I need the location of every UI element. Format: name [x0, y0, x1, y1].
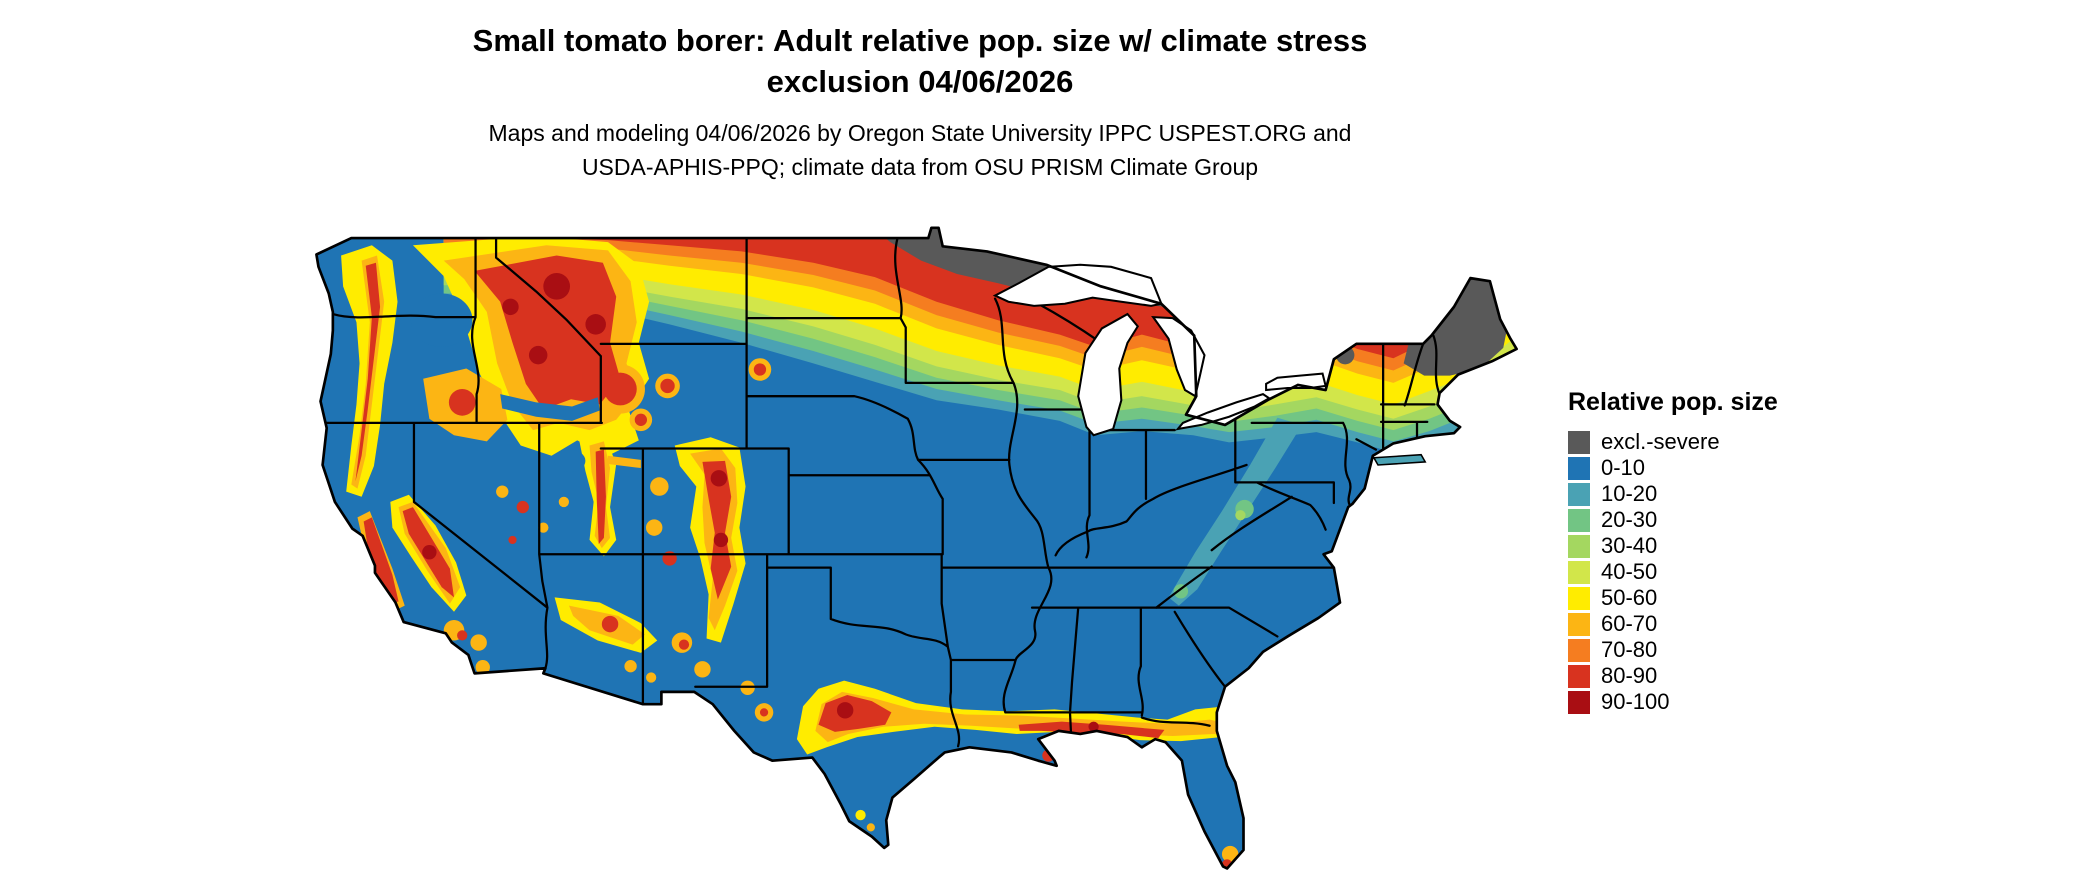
western-mountain-zones [341, 236, 774, 722]
long-island [1372, 453, 1427, 466]
legend-color-swatch [1568, 638, 1590, 662]
western-blue-basins [410, 293, 600, 473]
legend-item-label: 90-100 [1601, 689, 1670, 714]
lake-michigan [1077, 312, 1140, 437]
legend-item-7: 60-70 [1568, 611, 1868, 637]
legend-item-label: excl.-severe [1601, 429, 1720, 454]
legend-item-label: 60-70 [1601, 611, 1658, 636]
legend-title: Relative pop. size [1568, 388, 1778, 416]
legend-item-label: 10-20 [1601, 481, 1658, 506]
legend-item-0: excl.-severe [1568, 429, 1868, 455]
gulf-coast-band [796, 680, 1257, 869]
legend-item-label: 50-60 [1601, 585, 1658, 610]
legend-item-1: 0-10 [1568, 455, 1868, 481]
legend-item-2: 10-20 [1568, 481, 1868, 507]
legend-color-swatch [1568, 586, 1590, 610]
us-map-svg [315, 226, 1518, 870]
map-subtitle-line1: Maps and modeling 04/06/2026 by Oregon S… [488, 120, 1352, 146]
map-header: Small tomato borer: Adult relative pop. … [0, 20, 1840, 184]
legend-item-6: 50-60 [1568, 585, 1868, 611]
map-title-line2: exclusion 04/06/2026 [766, 64, 1074, 99]
legend-color-swatch [1568, 456, 1590, 480]
us-map [300, 198, 1532, 888]
map-title: Small tomato borer: Adult relative pop. … [0, 20, 1840, 102]
legend: Relative pop. size excl.-severe 0-10 10-20… [1568, 388, 1868, 715]
legend-color-swatch [1568, 664, 1590, 688]
legend-item-3: 20-30 [1568, 507, 1868, 533]
legend-item-9: 80-90 [1568, 663, 1868, 689]
state-borders [319, 236, 1441, 748]
legend-item-label: 40-50 [1601, 559, 1658, 584]
legend-item-label: 0-10 [1601, 455, 1646, 480]
legend-color-swatch [1568, 482, 1590, 506]
legend-item-5: 40-50 [1568, 559, 1868, 585]
legend-color-swatch [1568, 612, 1590, 636]
legend-item-label: 80-90 [1601, 663, 1658, 688]
legend-color-swatch [1568, 430, 1590, 454]
legend-color-swatch [1568, 690, 1590, 714]
legend-items: excl.-severe 0-10 10-20 20-30 30-40 40-50 50-6… [1568, 429, 1868, 715]
map-subtitle-line2: USDA-APHIS-PPQ; climate data from OSU PR… [581, 154, 1259, 180]
map-title-line1: Small tomato borer: Adult relative pop. … [472, 23, 1368, 58]
land-outline [315, 226, 1518, 870]
legend-color-swatch [1568, 560, 1590, 584]
legend-color-swatch [1568, 534, 1590, 558]
legend-color-swatch [1568, 508, 1590, 532]
legend-item-8: 70-80 [1568, 637, 1868, 663]
legend-item-label: 70-80 [1601, 637, 1658, 662]
legend-item-4: 30-40 [1568, 533, 1868, 559]
legend-item-label: 20-30 [1601, 507, 1658, 532]
map-subtitle: Maps and modeling 04/06/2026 by Oregon S… [0, 116, 1840, 184]
appalachian-streak [1168, 417, 1303, 606]
legend-item-10: 90-100 [1568, 689, 1868, 715]
legend-item-label: 30-40 [1601, 533, 1658, 558]
